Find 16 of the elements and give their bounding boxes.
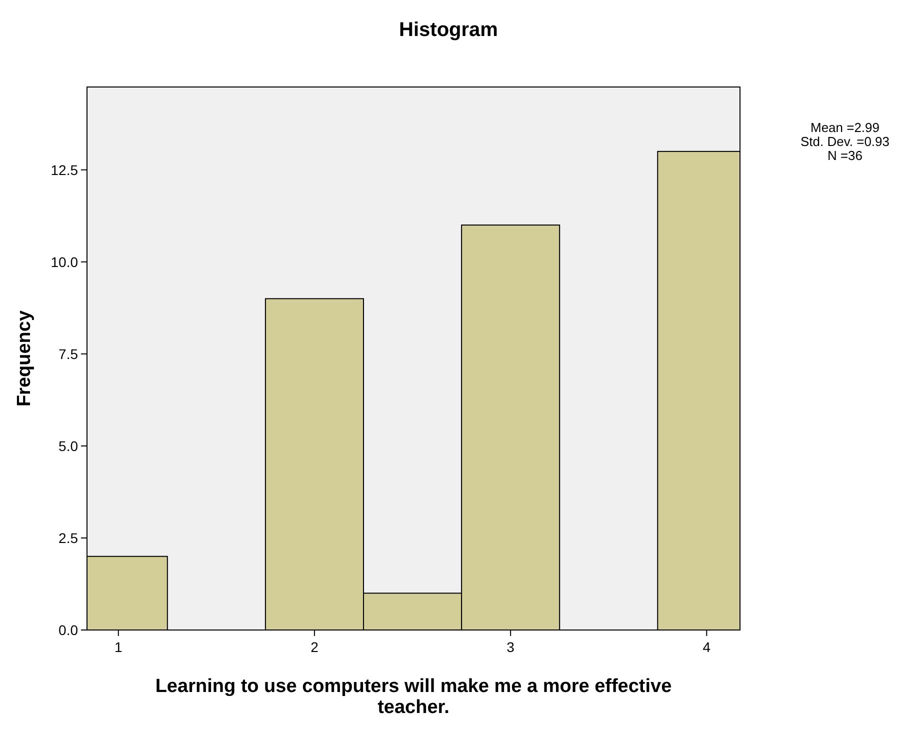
- x-tick-label: 4: [702, 639, 711, 655]
- x-tick-label: 3: [506, 639, 515, 655]
- chart-title: Histogram: [399, 19, 498, 41]
- y-tick-label: 7.5: [58, 346, 78, 362]
- y-axis-title: Frequency: [14, 310, 35, 407]
- x-axis-title: Learning to use computers will make me a more effective teacher.: [154, 676, 673, 718]
- y-tick-label: 2.5: [58, 530, 78, 546]
- y-tick-label: 12.5: [50, 162, 78, 178]
- y-tick-label: 0.0: [58, 622, 78, 638]
- x-tick-label: 1: [114, 639, 122, 655]
- y-tick-label: 5.0: [58, 438, 78, 454]
- y-tick-label: 10.0: [50, 254, 78, 270]
- x-tick-label: 2: [310, 639, 319, 655]
- text: Mean =2.99: [810, 120, 880, 135]
- text: N =36: [827, 148, 863, 163]
- text: Std. Dev. =0.93: [800, 134, 890, 149]
